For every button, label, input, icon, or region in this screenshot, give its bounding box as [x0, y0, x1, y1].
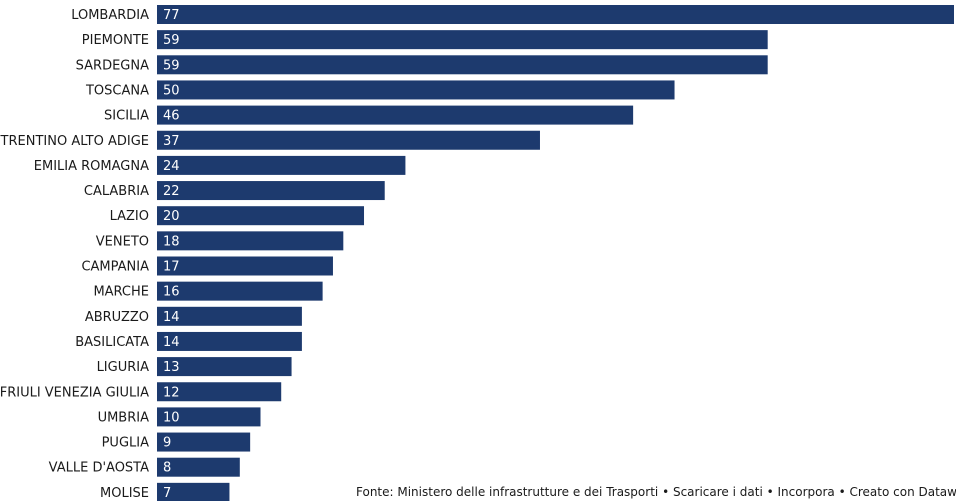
- category-label: LIGURIA: [97, 360, 150, 375]
- bar: [157, 256, 333, 276]
- category-label: CALABRIA: [84, 184, 149, 199]
- credit-link[interactable]: Creato con Datawrapper: [849, 485, 956, 499]
- footer-separator: •: [658, 485, 673, 499]
- value-label: 12: [163, 385, 180, 400]
- bar: [157, 80, 675, 100]
- value-label: 22: [163, 184, 180, 199]
- category-label: LAZIO: [110, 209, 149, 224]
- value-label: 14: [163, 335, 180, 350]
- value-label: 59: [163, 33, 180, 48]
- value-label: 10: [163, 410, 180, 425]
- footer-separator: •: [762, 485, 778, 499]
- bar: [157, 130, 540, 150]
- category-label: TRENTINO ALTO ADIGE: [0, 134, 149, 149]
- bar: [157, 206, 365, 226]
- bar: [157, 331, 302, 351]
- category-label: VENETO: [96, 234, 149, 249]
- category-label: UMBRIA: [98, 410, 150, 425]
- category-label: TOSCANA: [85, 83, 149, 98]
- category-label: BASILICATA: [75, 335, 149, 350]
- footer-separator: •: [834, 485, 850, 499]
- value-label: 59: [163, 58, 180, 73]
- category-label: FRIULI VENEZIA GIULIA: [0, 385, 149, 400]
- category-label: EMILIA ROMAGNA: [34, 159, 149, 174]
- bar: [157, 457, 240, 477]
- bar: [157, 382, 282, 402]
- value-label: 18: [163, 234, 180, 249]
- bar: [157, 155, 406, 175]
- value-label: 8: [163, 461, 171, 476]
- value-label: 9: [163, 436, 171, 451]
- value-label: 17: [163, 260, 180, 275]
- embed-link[interactable]: Incorpora: [777, 485, 835, 499]
- category-label: PUGLIA: [102, 436, 150, 451]
- category-label: SICILIA: [104, 109, 149, 124]
- bar: [157, 482, 230, 501]
- bar: [157, 30, 768, 50]
- category-label: CAMPANIA: [81, 260, 149, 275]
- value-label: 13: [163, 360, 180, 375]
- bar: [157, 55, 768, 75]
- category-label: SARDEGNA: [76, 58, 149, 73]
- bar: [157, 231, 344, 251]
- bar: [157, 281, 323, 301]
- value-label: 14: [163, 310, 180, 325]
- chart-footer: Fonte: Ministero delle infrastrutture e …: [356, 484, 956, 500]
- download-data-link[interactable]: Scaricare i dati: [672, 485, 763, 499]
- category-label: MOLISE: [100, 486, 149, 501]
- source-note: Fonte: Ministero delle infrastrutture e …: [356, 485, 659, 499]
- category-label: PIEMONTE: [82, 33, 149, 48]
- category-label: VALLE D'AOSTA: [49, 461, 149, 476]
- bar: [157, 306, 302, 326]
- value-label: 7: [163, 486, 171, 501]
- bar: [157, 181, 385, 201]
- bar: [157, 432, 251, 452]
- value-label: 37: [163, 134, 180, 149]
- value-label: 24: [163, 159, 180, 174]
- bar: [157, 407, 261, 427]
- value-label: 50: [163, 83, 180, 98]
- category-label: ABRUZZO: [85, 310, 149, 325]
- category-label: MARCHE: [93, 285, 149, 300]
- bar: [157, 105, 634, 125]
- value-label: 77: [163, 8, 180, 23]
- value-label: 20: [163, 209, 180, 224]
- category-label: LOMBARDIA: [71, 8, 149, 23]
- bar: [157, 5, 954, 24]
- value-label: 46: [163, 109, 180, 124]
- value-label: 16: [163, 285, 180, 300]
- bar: [157, 357, 292, 377]
